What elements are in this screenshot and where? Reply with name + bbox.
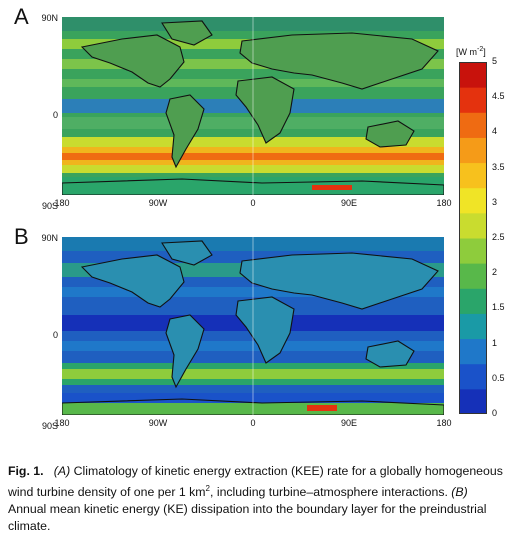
colorbar-unit: [W m-2]: [456, 46, 486, 57]
colorbar-tick-label: 5: [492, 56, 498, 66]
panel-b-lon-label-180w: 180: [54, 418, 70, 428]
map-b-africa: [235, 296, 295, 364]
colorbar-tick-label: 1: [492, 337, 498, 348]
map-b-continents: [62, 240, 444, 415]
colorbar-unit-sup: -2: [477, 46, 484, 53]
panel-a-lon-label-180e: 180: [436, 198, 452, 208]
map-a-africa: [235, 76, 295, 144]
caption-part-b-text: Annual mean kinetic energy (KE) dissipat…: [8, 502, 487, 534]
colorbar-segment: [459, 162, 487, 189]
map-b-antarctic-hotspot: [307, 405, 337, 411]
panel-a-lat-label-90s: 90S: [41, 201, 58, 211]
colorbar-segment: [459, 313, 487, 340]
panel-b-lat-label-0: 0: [52, 330, 58, 340]
colorbar-segment: [459, 112, 487, 138]
panel-b-lat-label-90n: 90N: [41, 233, 58, 243]
panel-a-lon-label-90e: 90E: [340, 198, 357, 208]
panel-b-lon-label-0: 0: [250, 418, 256, 428]
colorbar-tick-label: 4: [492, 126, 498, 137]
map-a-antarctica-coast: [62, 178, 444, 195]
map-a-continents: [62, 20, 444, 195]
colorbar-unit-end: ]: [483, 47, 486, 57]
figure-caption: Fig. 1. (A) Climatology of kinetic energ…: [8, 463, 508, 535]
caption-part-a-text: Climatology of kinetic energy extraction…: [8, 464, 503, 500]
panel-b-map: [62, 237, 444, 415]
colorbar-segment: [459, 238, 487, 264]
colorbar-tick-label: 4.5: [492, 91, 505, 102]
colorbar-tick-label: 2.5: [492, 232, 505, 242]
colorbar-tick-label: 3: [492, 196, 498, 207]
map-a-north-america: [80, 34, 185, 88]
colorbar-tick-label: 1.5: [492, 302, 505, 313]
map-b-australia: [365, 340, 415, 368]
panel-a-lon-label-90w: 90W: [148, 198, 168, 208]
colorbar-tick-label: 0.5: [492, 372, 505, 383]
panel-b-lat-label-90s: 90S: [41, 421, 58, 431]
map-a-australia: [365, 120, 415, 148]
panel-b-lon-label-180e: 180: [436, 418, 452, 428]
map-a-eurasia: [239, 32, 439, 90]
map-a-antarctic-hotspot: [312, 185, 352, 190]
map-a-south-america: [165, 94, 205, 169]
caption-part-a-text2: , including turbine–atmosphere interacti…: [210, 485, 452, 500]
panel-a-lon-label-180w: 180: [54, 198, 70, 208]
map-b-antarctica-coast: [62, 398, 444, 415]
colorbar-segment: [459, 87, 487, 113]
map-b-north-america: [80, 254, 185, 308]
panel-a-lat-label-0: 0: [52, 110, 58, 120]
colorbar-segment: [459, 288, 487, 314]
caption-part-a-sup: 2: [205, 484, 210, 493]
colorbar-tick-label: 2: [492, 267, 498, 278]
panel-a-lon-label-0: 0: [250, 198, 256, 208]
colorbar-border: [459, 62, 487, 414]
panel-a-lat-label-90n: 90N: [41, 13, 58, 23]
map-a-greenland: [161, 20, 213, 46]
colorbar-segment: [459, 338, 487, 365]
colorbar-segment: [459, 263, 487, 289]
panel-b-letter: B: [14, 224, 29, 249]
map-b-south-america: [165, 314, 205, 389]
colorbar-tick-label: 3.5: [492, 161, 505, 172]
colorbar-unit-main: [W m: [456, 47, 477, 57]
colorbar-segment: [459, 388, 487, 414]
map-b-greenland: [161, 240, 213, 266]
caption-part-b-marker: (B): [451, 485, 468, 500]
colorbar-segment: [459, 363, 487, 390]
caption-label: Fig. 1.: [8, 464, 44, 478]
colorbar-segment: [459, 187, 487, 214]
panel-a-map: [62, 17, 444, 195]
colorbar-segment: [459, 62, 487, 88]
caption-part-a-marker: (A): [53, 464, 71, 478]
colorbar-tick-label: 0: [492, 408, 498, 418]
map-b-eurasia: [239, 252, 439, 310]
colorbar-segment: [459, 212, 487, 239]
colorbar-segment: [459, 137, 487, 164]
colorbar: [459, 62, 487, 414]
panel-a-letter: A: [14, 4, 29, 29]
panel-b-lon-label-90w: 90W: [148, 418, 168, 428]
panel-b-lon-label-90e: 90E: [340, 418, 357, 428]
